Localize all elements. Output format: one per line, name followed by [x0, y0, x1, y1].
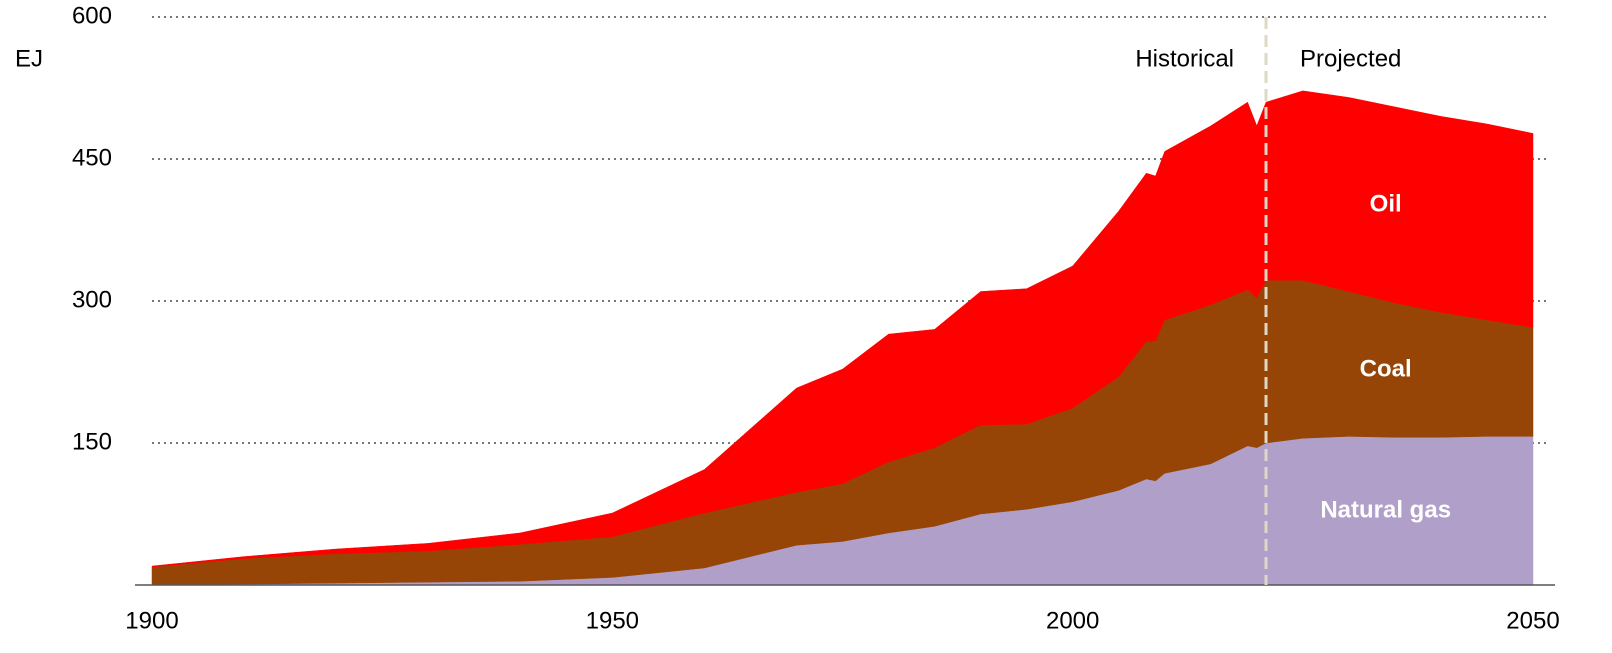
series-label: Natural gas [1320, 497, 1451, 524]
series-label: Oil [1370, 190, 1402, 217]
x-tick-label: 2000 [1046, 607, 1099, 634]
y-tick-label: 300 [72, 286, 112, 313]
x-tick-label: 1900 [125, 607, 178, 634]
series-label: Coal [1360, 355, 1412, 382]
x-tick-label: 1950 [586, 607, 639, 634]
area [151, 90, 1534, 568]
y-tick-label: 600 [72, 2, 112, 29]
y-tick-label: 450 [72, 144, 112, 171]
y-unit: EJ [15, 45, 43, 72]
annotation: Projected [1300, 45, 1401, 72]
annotation: Historical [1135, 45, 1234, 72]
y-tick-label: 150 [72, 428, 112, 455]
x-tick-label: 2050 [1506, 607, 1559, 634]
